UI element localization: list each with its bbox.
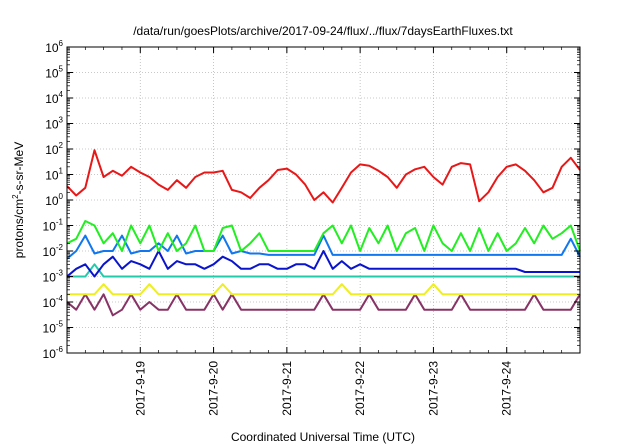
y-tick-label: 10-2: [43, 243, 64, 259]
x-tick-label: 2017-9-20: [207, 361, 221, 416]
series-line-2: [66, 220, 581, 252]
y-tick-label: 10-6: [43, 345, 64, 361]
y-tick-label: 104: [45, 90, 63, 106]
y-tick-label: 103: [45, 116, 63, 132]
x-tick-label: 2017-9-23: [426, 361, 440, 416]
y-tick-label: 10-5: [43, 320, 64, 336]
y-tick-label: 100: [45, 192, 63, 208]
y-tick-label: 101: [45, 167, 63, 183]
series-lines: [66, 149, 581, 317]
x-tick-label: 2017-9-24: [500, 361, 514, 416]
y-tick-label: 10-4: [43, 294, 64, 310]
x-tick-label: 2017-9-22: [353, 361, 367, 416]
y-tick-label: 102: [45, 141, 63, 157]
grid-lines: [67, 47, 580, 353]
plot-frame: [66, 46, 581, 354]
y-tick-label: 10-3: [43, 269, 64, 285]
series-line-1: [66, 149, 581, 204]
y-tick-label: 106: [45, 39, 63, 55]
y-axis-title: protons/cm2-s-sr-MeV: [11, 142, 26, 258]
y-tick-label: 105: [45, 65, 63, 81]
x-tick-label: 2017-9-21: [280, 361, 294, 416]
x-tick-label: 2017-9-19: [133, 361, 147, 416]
series-line-4: [66, 250, 580, 278]
y-tick-label: 10-1: [43, 218, 64, 234]
series-line-6: [67, 283, 580, 296]
x-axis: 2017-9-19 2017-9-20 2017-9-21 2017-9-22 2017…: [84, 47, 563, 416]
x-axis-title: Coordinated Universal Time (UTC): [231, 430, 415, 444]
series-line-3: [66, 234, 581, 260]
y-axis: 10-6 10-5 10-4 10-3 10-2 10-1 100 101 102 103 104 1…: [43, 39, 580, 361]
series-line-7: [66, 293, 581, 317]
chart-title: /data/run/goesPlots/archive/2017-09-24/f…: [133, 24, 513, 38]
series-line-5: [67, 263, 580, 278]
